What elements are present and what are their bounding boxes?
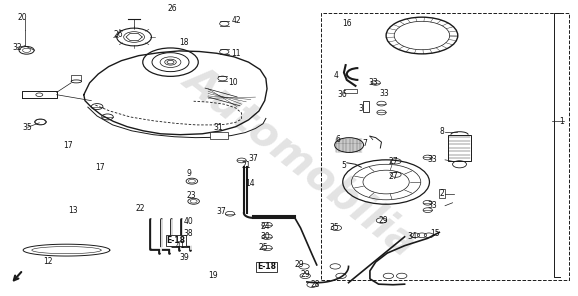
Text: 14: 14 [246, 179, 255, 188]
Text: 40: 40 [184, 218, 194, 226]
Text: 20: 20 [17, 13, 27, 22]
Text: 9: 9 [186, 169, 191, 178]
Text: 5: 5 [341, 161, 346, 170]
Text: E-18: E-18 [257, 263, 276, 271]
Text: 17: 17 [64, 141, 73, 149]
Text: 33: 33 [428, 155, 438, 164]
Text: 31: 31 [214, 123, 224, 132]
Text: Automobilia: Automobilia [176, 56, 425, 263]
Text: 11: 11 [231, 49, 240, 58]
Text: 13: 13 [68, 206, 78, 215]
Text: 7: 7 [362, 139, 367, 148]
Text: 33: 33 [380, 89, 390, 98]
Text: 21: 21 [242, 161, 251, 170]
Text: 19: 19 [208, 271, 218, 280]
Bar [344, 89, 357, 93]
Text: 1: 1 [560, 117, 564, 126]
Text: 39: 39 [179, 253, 189, 262]
Text: 22: 22 [136, 204, 145, 213]
Circle shape [335, 138, 364, 152]
Text: 29: 29 [295, 260, 305, 269]
Text: 28: 28 [311, 280, 320, 289]
Text: 12: 12 [43, 258, 53, 266]
Text: 15: 15 [431, 229, 440, 238]
Bar [321, 13, 569, 280]
Text: 41: 41 [175, 241, 185, 250]
Text: 38: 38 [184, 229, 194, 238]
Text: 42: 42 [231, 16, 241, 25]
Text: 6: 6 [335, 135, 340, 144]
Text: 18: 18 [179, 38, 188, 46]
Text: 8: 8 [439, 127, 444, 136]
Text: 26: 26 [168, 4, 177, 13]
Text: 32: 32 [13, 43, 23, 52]
Text: 29: 29 [379, 216, 388, 225]
Text: 37: 37 [217, 207, 227, 216]
Text: E-18: E-18 [166, 236, 186, 245]
Bar [363, 101, 369, 112]
Text: 34: 34 [407, 232, 417, 241]
Text: 24: 24 [260, 222, 270, 231]
Text: 3: 3 [358, 104, 363, 112]
Bar [210, 132, 228, 139]
Text: 27: 27 [388, 157, 398, 166]
Bar [448, 135, 471, 161]
Text: 16: 16 [342, 19, 352, 28]
Text: 29: 29 [301, 270, 310, 279]
Text: 4: 4 [334, 71, 339, 80]
Text: 33: 33 [369, 78, 379, 87]
Text: 33: 33 [428, 201, 438, 210]
Text: 2: 2 [439, 189, 444, 198]
Text: 10: 10 [228, 78, 238, 87]
Text: 23: 23 [187, 191, 197, 200]
Text: 36: 36 [337, 90, 347, 99]
Text: 37: 37 [249, 154, 258, 163]
Text: 25: 25 [258, 243, 268, 252]
Text: 35: 35 [329, 223, 339, 232]
Text: 35: 35 [22, 123, 32, 132]
Text: 30: 30 [260, 232, 270, 241]
Bar [439, 189, 445, 198]
Text: 27: 27 [388, 172, 398, 181]
Text: 17: 17 [95, 163, 105, 172]
Text: 26: 26 [113, 30, 123, 39]
